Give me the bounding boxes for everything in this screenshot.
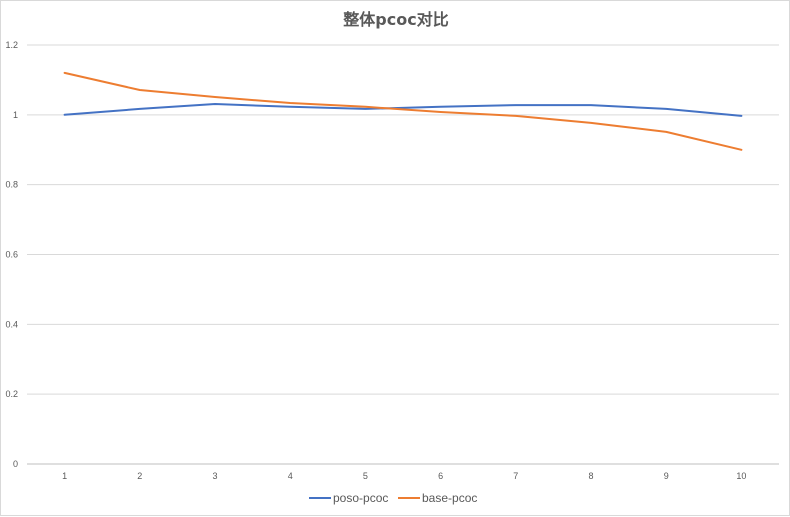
y-tick-label: 0.2 bbox=[5, 389, 18, 399]
chart-title: 整体pcoc对比 bbox=[342, 10, 448, 29]
series-line-poso-pcoc bbox=[63, 103, 743, 117]
series-lines bbox=[63, 71, 743, 151]
x-tick-label: 2 bbox=[137, 471, 142, 481]
x-tick-label: 9 bbox=[664, 471, 669, 481]
y-tick-label: 0.8 bbox=[5, 180, 18, 190]
series-line-base-pcoc bbox=[63, 71, 743, 151]
legend-label-base-pcoc: base-pcoc bbox=[422, 491, 477, 505]
x-tick-label: 10 bbox=[736, 471, 746, 481]
x-tick-label: 6 bbox=[438, 471, 443, 481]
x-axis-ticks: 1 2 3 4 5 6 7 8 9 10 bbox=[62, 471, 746, 481]
legend-label-poso-pcoc: poso-pcoc bbox=[333, 491, 388, 505]
x-tick-label: 1 bbox=[62, 471, 67, 481]
x-tick-label: 8 bbox=[588, 471, 593, 481]
y-tick-label: 1 bbox=[13, 110, 18, 120]
y-axis-ticks: 0 0.2 0.4 0.6 0.8 1 1.2 bbox=[5, 40, 18, 469]
y-tick-label: 0 bbox=[13, 459, 18, 469]
x-tick-label: 4 bbox=[288, 471, 293, 481]
x-tick-label: 5 bbox=[363, 471, 368, 481]
y-tick-label: 0.6 bbox=[5, 250, 18, 260]
grid-lines bbox=[27, 44, 779, 465]
legend: poso-pcoc base-pcoc bbox=[309, 491, 477, 505]
x-tick-label: 7 bbox=[513, 471, 518, 481]
x-tick-label: 3 bbox=[212, 471, 217, 481]
y-tick-label: 0.4 bbox=[5, 319, 18, 329]
y-tick-label: 1.2 bbox=[5, 40, 18, 50]
